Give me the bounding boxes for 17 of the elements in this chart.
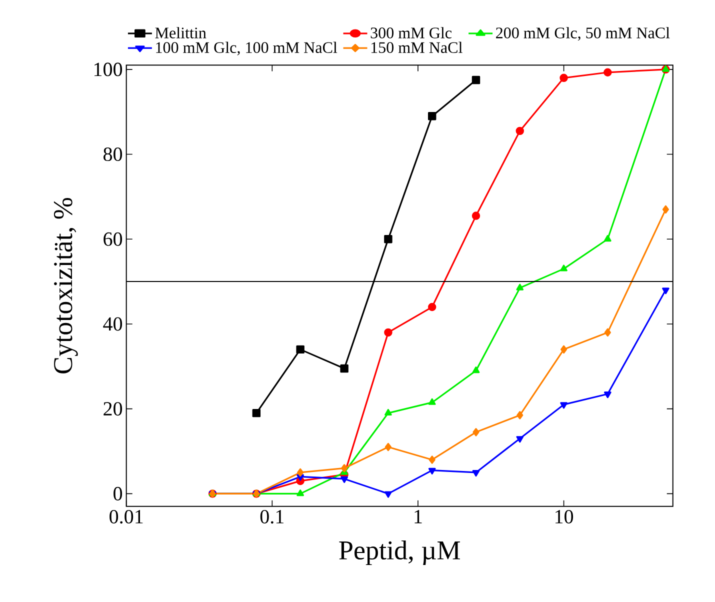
y-tick-label: 100 <box>94 62 122 76</box>
y-axis-title: Cytotoxizität, % <box>54 198 78 374</box>
y-tick-label: 80 <box>104 148 122 162</box>
y-tick-label: 60 <box>104 232 122 246</box>
x-tick-label: 0.01 <box>110 510 143 524</box>
y-tick-label: 40 <box>103 317 122 331</box>
legend-label: 300 mM Glc <box>370 27 452 39</box>
x-axis-title: Peptid, µM <box>339 540 460 566</box>
legend-label: 100 mM Glc, 100 mM NaCl <box>156 42 338 56</box>
legend-label: 150 mM NaCl <box>371 42 462 54</box>
legend-label: Melittin <box>155 27 206 39</box>
legend-label: 200 mM Glc, 50 mM NaCl <box>496 27 670 41</box>
x-tick-label: 10 <box>556 510 574 524</box>
x-tick-label: 1 <box>414 510 422 524</box>
x-tick-label: 0.1 <box>260 510 284 524</box>
y-tick-label: 0 <box>114 487 122 501</box>
y-tick-label: 20 <box>104 402 122 416</box>
